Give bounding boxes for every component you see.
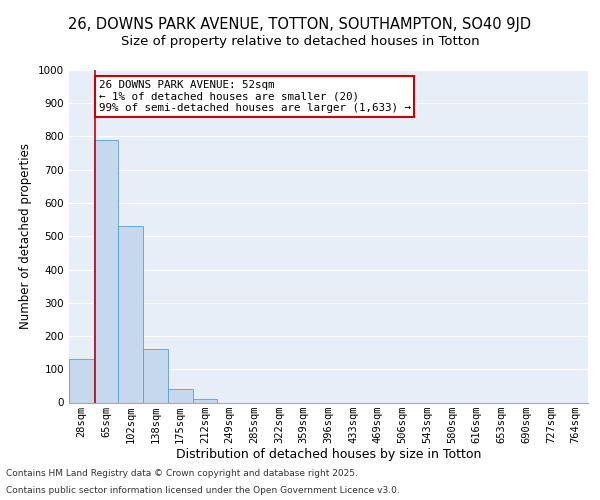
Text: 26 DOWNS PARK AVENUE: 52sqm
← 1% of detached houses are smaller (20)
99% of semi: 26 DOWNS PARK AVENUE: 52sqm ← 1% of deta… — [98, 80, 410, 113]
Text: Contains HM Land Registry data © Crown copyright and database right 2025.: Contains HM Land Registry data © Crown c… — [6, 468, 358, 477]
Bar — [143, 350, 168, 403]
Bar — [69, 360, 94, 403]
Bar — [94, 140, 118, 402]
Bar — [168, 389, 193, 402]
X-axis label: Distribution of detached houses by size in Totton: Distribution of detached houses by size … — [176, 448, 481, 462]
Text: 26, DOWNS PARK AVENUE, TOTTON, SOUTHAMPTON, SO40 9JD: 26, DOWNS PARK AVENUE, TOTTON, SOUTHAMPT… — [68, 18, 532, 32]
Bar — [193, 399, 217, 402]
Bar — [118, 226, 143, 402]
Y-axis label: Number of detached properties: Number of detached properties — [19, 143, 32, 329]
Text: Size of property relative to detached houses in Totton: Size of property relative to detached ho… — [121, 35, 479, 48]
Text: Contains public sector information licensed under the Open Government Licence v3: Contains public sector information licen… — [6, 486, 400, 495]
